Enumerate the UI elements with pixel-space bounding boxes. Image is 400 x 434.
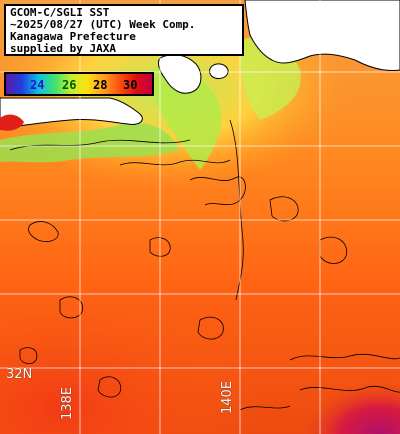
legend-tick-24: 24 [30,78,45,92]
land-peninsula [157,54,202,94]
lat-label-32n: 32N [6,367,33,382]
legend-tick-28: 28 [93,78,108,92]
legend-tick-26: 26 [62,78,77,92]
red-coast-patch [0,114,24,131]
title-line-3: Kanagawa Prefecture [10,30,136,43]
title-line-2: ~2025/08/27 (UTC) Week Comp. [10,18,196,31]
color-scale-legend: 24 26 28 30 [4,72,154,96]
sst-contours [9,119,400,411]
title-line-1: GCOM-C/SGLI SST [10,6,110,19]
lon-label-138e: 138E [60,386,75,420]
land-island-small [209,63,229,79]
cool-patch-west [0,122,180,163]
land-west-coast [0,97,143,129]
lon-label-140e: 140E [220,380,235,414]
land-mainland [244,0,400,71]
legend-tick-30: 30 [123,78,138,92]
hot-region-se [200,300,400,434]
cool-patch-bay [149,66,222,170]
map-title-box: GCOM-C/SGLI SST ~2025/08/27 (UTC) Week C… [4,4,244,56]
title-line-4: supplied by JAXA [10,42,116,55]
legend-gradient-bar [6,74,152,94]
